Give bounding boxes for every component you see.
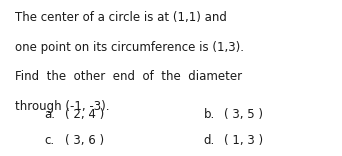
- Text: a.: a.: [44, 108, 55, 121]
- Text: c.: c.: [44, 134, 55, 147]
- Text: b.: b.: [203, 108, 215, 121]
- Text: one point on its circumference is (1,3).: one point on its circumference is (1,3).: [15, 41, 245, 54]
- Text: The center of a circle is at (1,1) and: The center of a circle is at (1,1) and: [15, 11, 227, 24]
- Text: ( 3, 6 ): ( 3, 6 ): [65, 134, 104, 147]
- Text: Find  the  other  end  of  the  diameter: Find the other end of the diameter: [15, 70, 242, 83]
- Text: d.: d.: [203, 134, 215, 147]
- Text: ( 1, 3 ): ( 1, 3 ): [224, 134, 263, 147]
- Text: through (-1, -3).: through (-1, -3).: [15, 100, 110, 113]
- Text: ( 2, 4 ): ( 2, 4 ): [65, 108, 104, 121]
- Text: ( 3, 5 ): ( 3, 5 ): [224, 108, 263, 121]
